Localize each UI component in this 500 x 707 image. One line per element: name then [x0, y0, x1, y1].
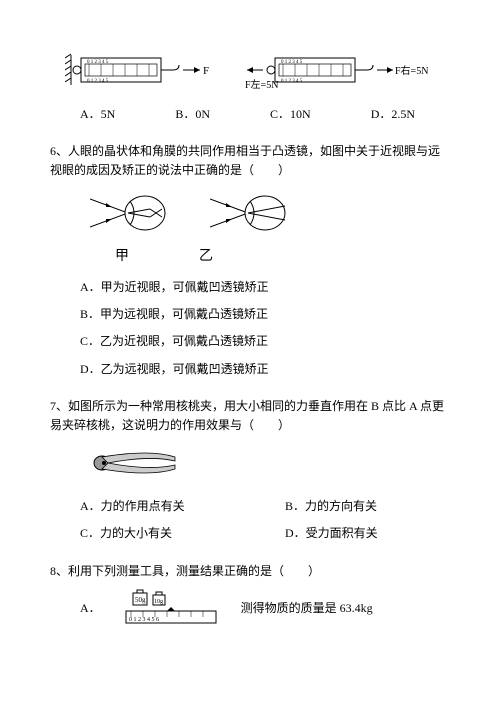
q7-option-d: D．受力面积有关 [285, 524, 450, 543]
eye-yi [210, 191, 290, 236]
force-label-right: F右=5N [395, 64, 428, 77]
spring-meter-right: 0 1 2 3 4 5 0 1 2 3 4 5 F左=5N F右=5N [245, 50, 435, 90]
svg-text:0 1 2 3 4 5: 0 1 2 3 4 5 [87, 79, 109, 84]
label-jia: 甲 [115, 246, 129, 268]
label-yi: 乙 [199, 246, 213, 268]
svg-text:50g: 50g [135, 596, 146, 604]
svg-text:0 1 2 3 4 5: 0 1 2 3 4 5 [281, 60, 303, 65]
q7-option-c: C．力的大小有关 [80, 524, 245, 543]
q8-option-a-text: 测得物质的质量是 63.4kg [241, 599, 373, 618]
q7-text: 7、如图所示为一种常用核桃夹，用大小相同的力垂直作用在 B 点比 A 点更易夹碎… [50, 397, 450, 435]
svg-text:0 1 2 3 4 5 6: 0 1 2 3 4 5 6 [129, 617, 159, 623]
q5-figure: 0 1 2 3 4 5 0 1 2 3 4 5 F [50, 50, 450, 90]
q5-option-d: D．2.5N [371, 105, 415, 124]
q7-option-b: B．力的方向有关 [285, 497, 450, 516]
q6-option-b: B．甲为远视眼，可佩戴凸透镜矫正 [80, 305, 450, 324]
q6-figure [50, 191, 450, 236]
q6-text: 6、人眼的晶状体和角膜的共同作用相当于凸透镜，如图中关于近视眼与远视眼的成因及矫… [50, 142, 450, 180]
force-label-left: F左=5N [245, 78, 278, 90]
q5-option-a: A．5N [80, 105, 115, 124]
force-label-f: F [203, 65, 209, 77]
q6-option-a: A．甲为近视眼，可佩戴凹透镜矫正 [80, 278, 450, 297]
q5-options: A．5N B．0N C．10N D．2.5N [50, 105, 450, 124]
q7-option-a: A．力的作用点有关 [80, 497, 245, 516]
q6-option-c: C．乙为近视眼，可佩戴凸透镜矫正 [80, 332, 450, 351]
eye-jia [90, 191, 170, 236]
q5-option-b: B．0N [175, 105, 210, 124]
spring-meter-left: 0 1 2 3 4 5 0 1 2 3 4 5 F [65, 50, 215, 90]
svg-text:10g: 10g [154, 599, 163, 605]
q7-options: A．力的作用点有关 B．力的方向有关 C．力的大小有关 D．受力面积有关 [50, 497, 450, 543]
q6-option-d: D．乙为远视眼，可佩戴凹透镜矫正 [80, 360, 450, 379]
svg-text:0 1 2 3 4 5: 0 1 2 3 4 5 [87, 60, 109, 65]
q7-figure [50, 443, 450, 489]
q5-option-c: C．10N [270, 105, 311, 124]
q6-labels: 甲 乙 [50, 246, 450, 268]
balance-scale-icon: 50g 10g 0 1 2 3 4 5 6 [121, 589, 221, 629]
q8-option-a-row: A． 50g 10g 0 1 2 3 4 5 6 测得物质的质量是 63.4kg [50, 589, 450, 629]
q6-options: A．甲为近视眼，可佩戴凹透镜矫正 B．甲为远视眼，可佩戴凸透镜矫正 C．乙为近视… [50, 278, 450, 379]
svg-text:0 1 2 3 4 5: 0 1 2 3 4 5 [281, 79, 303, 84]
q8-text: 8、利用下列测量工具，测量结果正确的是（ ） [50, 562, 450, 581]
q8-option-a-prefix: A． [80, 599, 101, 618]
